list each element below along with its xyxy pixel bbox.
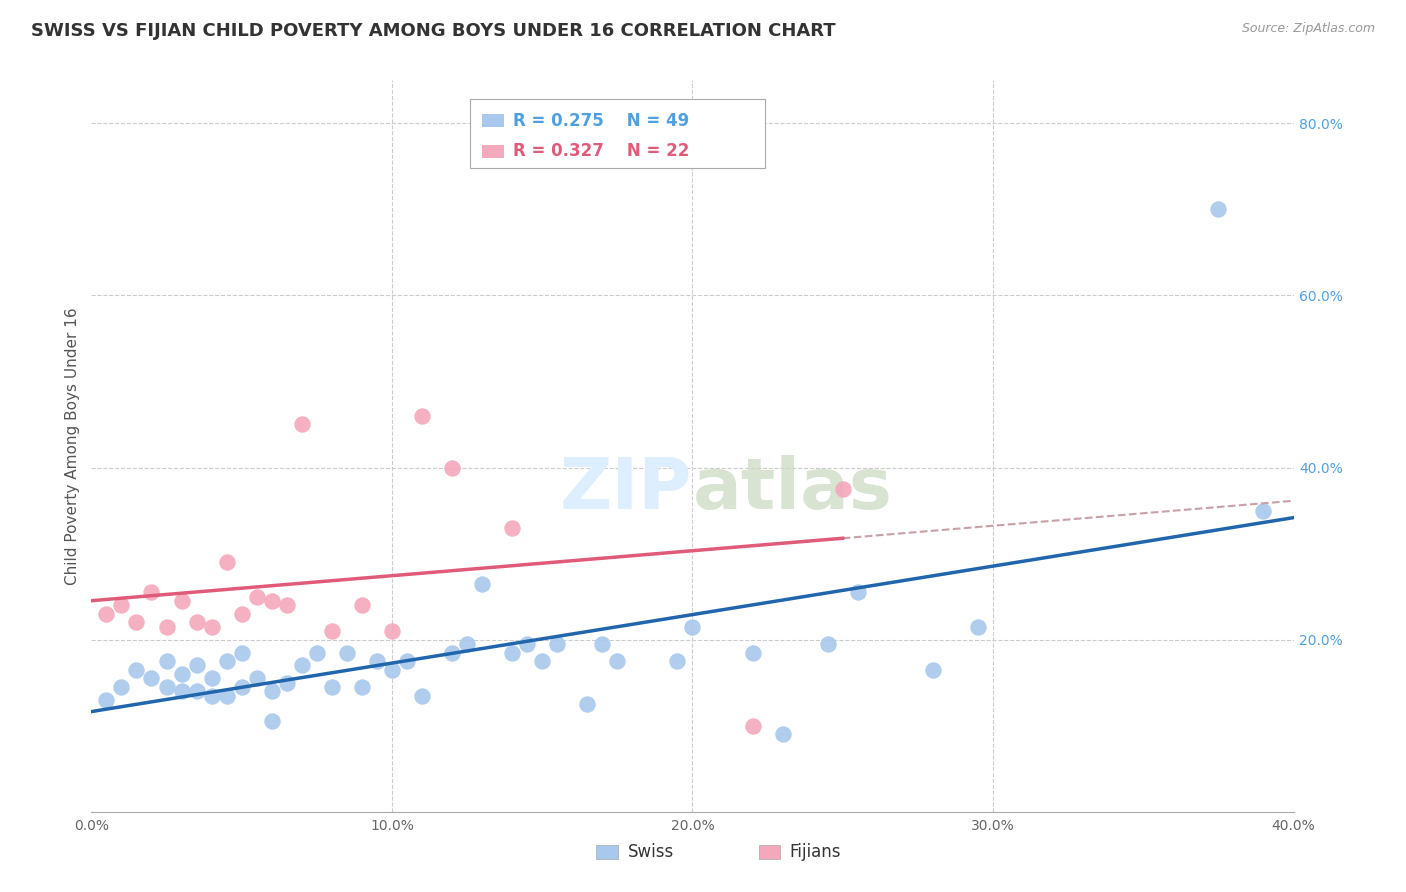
Point (411, 689, 433, 703)
Point (96, 607, 118, 621)
Point (576, 697, 599, 711)
Point (350, 680, 373, 694)
Y-axis label: Child Poverty Among Boys Under 16: Child Poverty Among Boys Under 16 (65, 307, 80, 585)
Point (155, 654, 177, 668)
Point (1208, 202, 1230, 217)
Point (1253, 503, 1275, 517)
Point (231, 607, 253, 621)
Point (155, 680, 177, 694)
Point (666, 654, 689, 668)
Point (846, 585, 869, 599)
Point (772, 727, 794, 741)
Point (125, 615, 148, 630)
Point (276, 675, 298, 690)
Point (141, 585, 163, 599)
Point (516, 637, 538, 651)
Point (366, 654, 388, 668)
Point (546, 637, 568, 651)
Text: ZIP: ZIP (560, 456, 692, 524)
Point (215, 555, 238, 569)
Point (201, 671, 224, 685)
Point (125, 663, 148, 677)
Point (922, 663, 945, 677)
Point (110, 680, 132, 694)
Point (291, 417, 314, 432)
Text: R = 0.275    N = 49: R = 0.275 N = 49 (513, 112, 689, 129)
Bar (596, 846, 617, 858)
Point (170, 684, 193, 698)
Point (186, 615, 208, 630)
Point (110, 598, 132, 612)
Point (186, 658, 208, 673)
Point (501, 646, 523, 660)
Point (231, 646, 253, 660)
Point (291, 658, 314, 673)
Point (321, 680, 343, 694)
Point (96, 693, 118, 707)
Text: atlas: atlas (692, 456, 893, 524)
Point (276, 598, 298, 612)
Point (411, 409, 433, 423)
Point (967, 620, 990, 634)
Bar (482, 114, 503, 127)
Point (215, 654, 238, 668)
Point (471, 576, 494, 591)
Point (350, 598, 373, 612)
Point (305, 646, 328, 660)
Point (201, 620, 224, 634)
Point (606, 654, 628, 668)
Point (260, 714, 283, 729)
Text: Fijians: Fijians (790, 843, 841, 861)
Point (395, 654, 418, 668)
Point (155, 620, 177, 634)
Point (741, 719, 763, 733)
Point (501, 521, 523, 535)
Point (741, 646, 763, 660)
Point (381, 624, 404, 638)
FancyBboxPatch shape (470, 99, 765, 168)
Point (186, 684, 208, 698)
Point (231, 680, 253, 694)
Text: Swiss: Swiss (627, 843, 673, 861)
Point (381, 663, 404, 677)
Point (817, 637, 839, 651)
Point (246, 671, 269, 685)
Point (440, 646, 463, 660)
Point (260, 684, 283, 698)
Point (321, 624, 343, 638)
Point (246, 590, 269, 604)
Point (141, 671, 163, 685)
Point (170, 594, 193, 608)
Text: Source: ZipAtlas.com: Source: ZipAtlas.com (1241, 22, 1375, 36)
Point (831, 482, 853, 496)
Point (591, 637, 613, 651)
Point (260, 594, 283, 608)
Text: SWISS VS FIJIAN CHILD POVERTY AMONG BOYS UNDER 16 CORRELATION CHART: SWISS VS FIJIAN CHILD POVERTY AMONG BOYS… (31, 22, 835, 40)
Point (440, 460, 463, 475)
Point (201, 689, 224, 703)
Point (456, 637, 478, 651)
Bar (759, 846, 780, 858)
Point (336, 646, 359, 660)
Bar (482, 145, 503, 158)
Point (531, 654, 554, 668)
Point (170, 667, 193, 681)
Text: R = 0.327    N = 22: R = 0.327 N = 22 (513, 142, 690, 161)
Point (215, 689, 238, 703)
Point (681, 620, 703, 634)
